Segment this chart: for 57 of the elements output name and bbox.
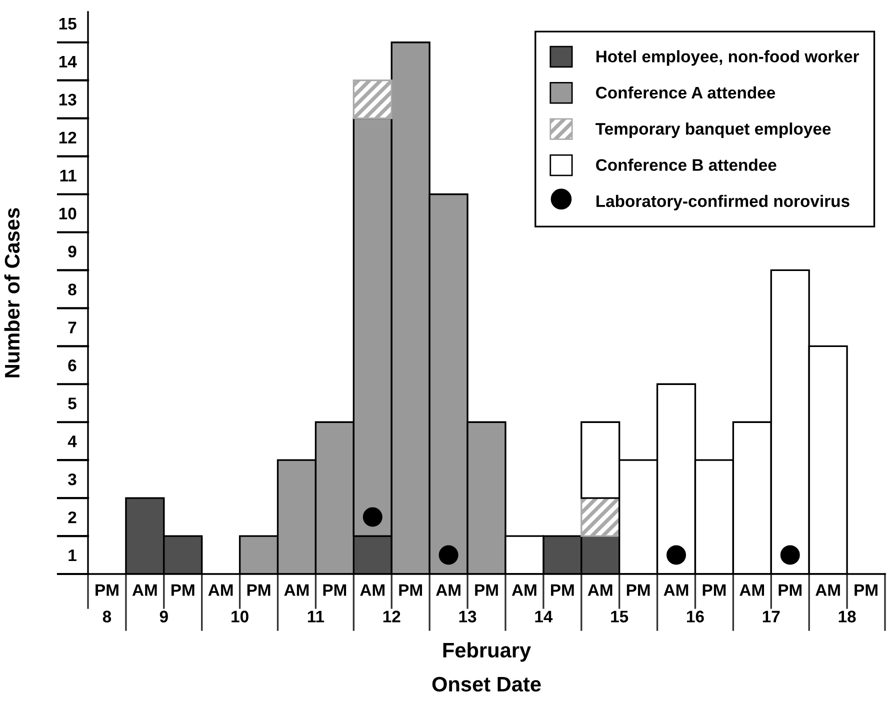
- y-tick-label: 7: [68, 322, 76, 334]
- x-tick-label: AM: [360, 584, 384, 596]
- x-tick-label: PM: [778, 584, 802, 596]
- x-tick-label: PM: [171, 584, 194, 596]
- bar: [580, 497, 620, 537]
- text: 15: [611, 610, 628, 622]
- text: 10: [232, 610, 248, 622]
- text: February: [443, 642, 531, 662]
- y-tick-label: 4: [68, 436, 77, 448]
- x-tick-label: AM: [284, 584, 309, 596]
- y-tick-label: 11: [60, 170, 76, 182]
- y-tick-label: 3: [68, 473, 76, 486]
- y-tick-label: 8: [68, 284, 76, 296]
- y-tick-label: 6: [68, 360, 76, 372]
- y-tick-label: 10: [59, 208, 76, 220]
- x-tick-label: PM: [551, 584, 574, 596]
- legend-label: Conference B attendee: [596, 158, 776, 171]
- text: 13: [459, 610, 476, 622]
- x-tick-label: PM: [626, 584, 650, 596]
- x-tick-label: PM: [854, 584, 878, 596]
- x-tick-label: AM: [512, 584, 536, 596]
- y-tick-label: 2: [68, 511, 76, 524]
- y-axis-title: Number of Cases: [4, 208, 20, 378]
- x-tick-label: PM: [96, 584, 118, 596]
- legend-label: Conference A attendee: [596, 86, 776, 99]
- x-tick-label: PM: [475, 584, 498, 596]
- x-tick-label: PM: [247, 584, 270, 596]
- text: 8: [102, 610, 112, 622]
- y-tick-label: 14: [59, 56, 77, 68]
- x-tick-label: AM: [132, 584, 157, 596]
- text: 14: [535, 610, 553, 622]
- x-tick-label: PM: [323, 584, 346, 596]
- x-tick-label: AM: [816, 584, 840, 596]
- bar: [352, 80, 392, 120]
- legend-label: Hotel employee, non-food worker: [596, 50, 860, 66]
- x-tick-label: AM: [664, 584, 688, 596]
- legend-label: Temporary banquet employee: [596, 122, 831, 138]
- y-tick-label: 1: [68, 550, 76, 562]
- y-tick-label: 12: [59, 132, 76, 144]
- x-tick-label: PM: [399, 584, 422, 596]
- x-tick-label: PM: [702, 584, 726, 596]
- text: 11: [308, 610, 324, 622]
- y-tick-label: 15: [59, 18, 76, 30]
- text: 17: [762, 610, 780, 622]
- text: 9: [160, 610, 168, 622]
- text: 16: [687, 610, 704, 622]
- x-tick-label: AM: [740, 584, 764, 596]
- y-tick-label: 13: [59, 94, 76, 106]
- x-axis-title: Onset Date: [432, 676, 541, 692]
- text: 18: [838, 610, 856, 622]
- x-tick-label: AM: [208, 584, 233, 596]
- x-tick-label: AM: [436, 584, 460, 596]
- y-tick-label: 5: [68, 398, 76, 410]
- y-tick-label: 9: [68, 246, 76, 258]
- legend-label: Laboratory-confirmed norovirus: [596, 194, 850, 210]
- x-tick-label: AM: [588, 584, 612, 596]
- text: 12: [383, 610, 400, 622]
